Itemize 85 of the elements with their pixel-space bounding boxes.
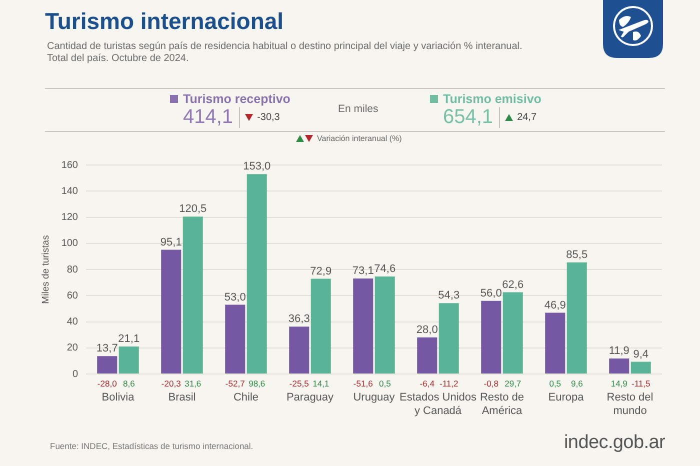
- x-tick-label: Resto del mundo: [606, 392, 654, 417]
- annotation: 8,6: [122, 378, 136, 388]
- bar: [609, 358, 630, 374]
- data-label: 9,4: [633, 348, 649, 360]
- legend-label: Turismo receptivo: [183, 92, 290, 106]
- bar: [630, 362, 651, 374]
- data-label: 62,6: [502, 278, 524, 291]
- data-label: 74,6: [374, 263, 396, 276]
- bar: [118, 346, 139, 374]
- text: indec.gob.ar: [564, 432, 665, 454]
- data-label: 120,5: [179, 203, 207, 216]
- annotation: -25,5: [289, 378, 310, 388]
- annotation: -20,3: [161, 378, 182, 388]
- annotation: 14,1: [312, 378, 330, 388]
- annotation: -51,6: [353, 378, 374, 388]
- bar: [161, 250, 182, 374]
- y-tick-label: 40: [66, 316, 78, 328]
- annotation: 9,6: [570, 378, 584, 388]
- bar: [417, 337, 438, 374]
- y-tick-label: 140: [61, 186, 78, 197]
- data-label: 95,1: [160, 236, 182, 248]
- y-tick-label: 80: [66, 264, 78, 276]
- y-tick-label: 20: [66, 342, 78, 354]
- text: Variación interanual (%): [317, 134, 402, 143]
- x-tick-label: Uruguay: [353, 392, 396, 404]
- bar: [545, 312, 566, 374]
- annotation: -6,4: [420, 378, 435, 388]
- x-tick-label: Estados Unidos y Canadá: [399, 392, 478, 417]
- annotation: -11,2: [440, 378, 459, 388]
- bar: [182, 216, 203, 374]
- data-label: 46,9: [544, 299, 566, 312]
- data-label: 21,1: [118, 332, 140, 345]
- bar: [225, 304, 246, 374]
- annotation: -52,7: [225, 378, 246, 388]
- x-tick-label: Brasil: [168, 392, 196, 404]
- text: 24,7: [517, 112, 537, 123]
- annotation: 29,7: [504, 378, 522, 388]
- source-note: Fuente: INDEC, Estadísticas de turismo internacional.: [50, 441, 254, 451]
- bar: [566, 262, 587, 374]
- y-tick-label: 120: [61, 212, 78, 223]
- bar: [502, 292, 523, 374]
- x-tick-label: Paraguay: [286, 392, 334, 404]
- bar: [353, 278, 374, 374]
- data-label: 73,1: [352, 265, 374, 278]
- bar: [481, 300, 502, 374]
- y-tick-label: 60: [66, 290, 78, 302]
- annotation: 0,5: [549, 378, 562, 388]
- x-tick-label: Bolivia: [102, 392, 136, 404]
- data-label: 72,9: [310, 265, 332, 278]
- x-tick-label: Europa: [548, 392, 585, 404]
- legend-label: Turismo emisivo: [443, 92, 542, 106]
- bar: [374, 276, 395, 374]
- text: En miles: [338, 103, 378, 115]
- bar: [289, 326, 310, 374]
- bar: [246, 174, 267, 374]
- data-label: 13,7: [96, 342, 118, 355]
- annotation: 14,9: [610, 378, 628, 388]
- x-tick-label: Chile: [233, 392, 259, 404]
- annotation: -28,0: [97, 378, 118, 388]
- data-label: 85,5: [566, 248, 588, 261]
- data-label: 28,0: [416, 324, 438, 336]
- y-tick-label: 160: [61, 160, 78, 171]
- y-tick-label: 0: [72, 368, 78, 380]
- text: -30,3: [257, 112, 280, 123]
- annotation: -0,8: [484, 378, 499, 388]
- annotation: -11,5: [632, 378, 651, 388]
- text: 414,1: [183, 106, 240, 128]
- data-label: 54,3: [438, 290, 460, 302]
- bar: [310, 278, 331, 374]
- bar: [438, 303, 459, 374]
- data-label: 56,0: [480, 287, 502, 300]
- data-label: 11,9: [608, 344, 630, 357]
- y-tick-label: 100: [61, 238, 78, 250]
- data-label: 36,3: [288, 313, 310, 326]
- x-tick-label: Resto de América: [480, 392, 524, 417]
- annotation: 98,6: [248, 378, 266, 388]
- data-label: 153,0: [243, 160, 271, 173]
- text: 654,1: [443, 106, 500, 128]
- y-axis-title: Miles de turistas: [40, 234, 52, 304]
- bar: [97, 356, 118, 374]
- chart-subtitle: Cantidad de turistas según país de residencia habitual o destino principal del viaje y variación % interanual. Total del país. Octubre de 2024.: [47, 41, 522, 65]
- annotation: 0,5: [378, 378, 392, 388]
- data-label: 53,0: [224, 291, 246, 304]
- annotation: 31,6: [184, 378, 202, 388]
- chart-title: Turismo internacional: [45, 8, 284, 35]
